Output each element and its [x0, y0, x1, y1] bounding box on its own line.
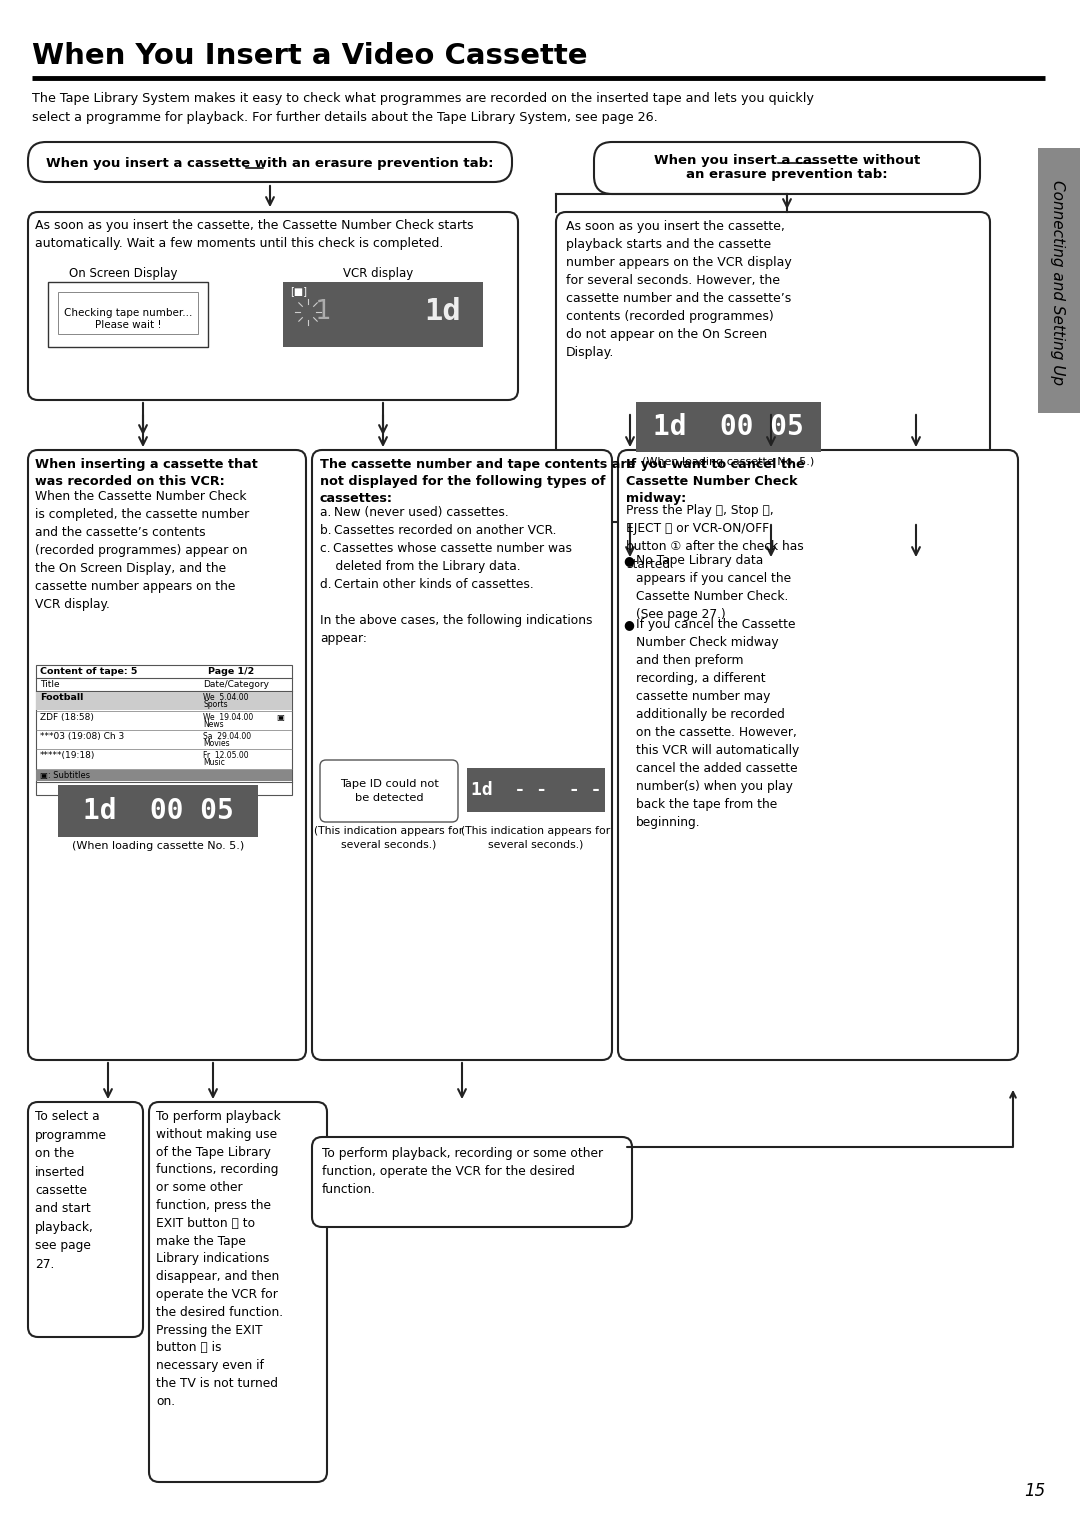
Bar	[48, 282, 208, 346]
Text: (This indication appears for
several seconds.): (This indication appears for several sec…	[461, 826, 610, 848]
FancyBboxPatch shape	[28, 212, 518, 400]
Text: 1d  - -  - -: 1d - - - -	[471, 781, 602, 800]
Text: 1: 1	[315, 299, 330, 325]
Text: When inserting a cassette that
was recorded on this VCR:: When inserting a cassette that was recor…	[35, 458, 258, 488]
Text: When the Cassette Number Check
is completed, the cassette number
and the cassett: When the Cassette Number Check is comple…	[35, 490, 249, 610]
Text: When you insert a cassette without: When you insert a cassette without	[653, 154, 920, 166]
Text: Date/Category: Date/Category	[203, 681, 269, 690]
Text: ●: ●	[623, 618, 634, 630]
Text: News: News	[203, 720, 224, 729]
FancyBboxPatch shape	[618, 450, 1018, 1061]
Text: If you cancel the Cassette
Number Check midway
and then preform
recording, a dif: If you cancel the Cassette Number Check …	[636, 618, 799, 829]
Text: ▣: Subtitles: ▣: Subtitles	[40, 771, 90, 780]
Text: Press the Play ⓸, Stop Ⓨ,
EJECT ⓳ or VCR-ON/OFF
button ① after the check has
sta: Press the Play ⓸, Stop Ⓨ, EJECT ⓳ or VCR…	[626, 504, 804, 571]
Text: On Screen Display: On Screen Display	[69, 267, 177, 279]
Bar	[36, 771, 292, 781]
Text: (When loading cassette No. 5.): (When loading cassette No. 5.)	[642, 456, 814, 467]
Bar	[48, 282, 208, 346]
Text: (When loading cassette No. 5.): (When loading cassette No. 5.)	[72, 841, 244, 852]
Text: Checking tape number...: Checking tape number...	[64, 308, 192, 317]
FancyBboxPatch shape	[28, 450, 306, 1061]
Text: When you insert a cassette with an erasure prevention tab:: When you insert a cassette with an erasu…	[46, 157, 494, 169]
Text: We  5.04.00: We 5.04.00	[203, 693, 248, 702]
FancyBboxPatch shape	[594, 142, 980, 194]
FancyBboxPatch shape	[149, 1102, 327, 1482]
Bar	[58, 784, 258, 836]
Bar	[36, 691, 292, 710]
Text: When You Insert a Video Cassette: When You Insert a Video Cassette	[32, 43, 588, 70]
Text: To perform playback, recording or some other
function, operate the VCR for the d: To perform playback, recording or some o…	[322, 1148, 603, 1196]
Text: Tape ID could not
be detected: Tape ID could not be detected	[339, 778, 438, 803]
Text: The cassette number and tape contents are
not displayed for the following types : The cassette number and tape contents ar…	[320, 458, 635, 505]
Bar	[283, 282, 483, 346]
Text: To select a
programme
on the
inserted
cassette
and start
playback,
see page
27.: To select a programme on the inserted ca…	[35, 1109, 107, 1271]
Text: Connecting and Setting Up: Connecting and Setting Up	[1051, 180, 1066, 385]
Text: We  19.04.00: We 19.04.00	[203, 713, 253, 722]
Text: Fr  12.05.00: Fr 12.05.00	[203, 751, 248, 760]
Text: Music: Music	[203, 758, 225, 768]
FancyBboxPatch shape	[312, 450, 612, 1061]
Text: 15: 15	[1024, 1482, 1045, 1500]
Text: 1d: 1d	[424, 298, 461, 327]
Text: (This indication appears for
several seconds.): (This indication appears for several sec…	[314, 826, 463, 848]
Text: a. New (never used) cassettes.
b. Cassettes recorded on another VCR.
c. Cassette: a. New (never used) cassettes. b. Casset…	[320, 507, 593, 645]
Text: ▣: ▣	[276, 713, 284, 722]
FancyBboxPatch shape	[556, 212, 990, 522]
Bar	[58, 291, 198, 334]
Text: ●: ●	[623, 554, 634, 568]
Text: As soon as you insert the cassette,
playback starts and the cassette
number appe: As soon as you insert the cassette, play…	[566, 220, 792, 359]
FancyBboxPatch shape	[28, 142, 512, 182]
FancyBboxPatch shape	[312, 1137, 632, 1227]
Text: ***03 (19:08) Ch 3: ***03 (19:08) Ch 3	[40, 732, 124, 742]
Text: Please wait !: Please wait !	[95, 320, 161, 330]
Text: ZDF (18:58): ZDF (18:58)	[40, 713, 94, 722]
Bar	[36, 665, 292, 795]
Bar	[1038, 148, 1080, 414]
Text: The Tape Library System makes it easy to check what programmes are recorded on t: The Tape Library System makes it easy to…	[32, 92, 814, 124]
Text: an erasure prevention tab:: an erasure prevention tab:	[686, 168, 888, 182]
Text: Sa  29.04.00: Sa 29.04.00	[203, 732, 252, 742]
Bar	[467, 768, 605, 812]
Text: VCR display: VCR display	[342, 267, 414, 279]
Text: Content of tape: 5: Content of tape: 5	[40, 667, 137, 676]
FancyBboxPatch shape	[28, 1102, 143, 1337]
Text: To perform playback
without making use
of the Tape Library
functions, recording
: To perform playback without making use o…	[156, 1109, 283, 1408]
Text: Football: Football	[40, 693, 83, 702]
Text: Page 1/2: Page 1/2	[208, 667, 254, 676]
Text: Title: Title	[40, 681, 59, 690]
Text: As soon as you insert the cassette, the Cassette Number Check starts
automatical: As soon as you insert the cassette, the …	[35, 220, 473, 250]
Text: 1d  00 05: 1d 00 05	[83, 797, 233, 826]
Bar	[36, 665, 292, 795]
Text: No Tape Library data
appears if you cancel the
Cassette Number Check.
(See page : No Tape Library data appears if you canc…	[636, 554, 792, 621]
Text: Movies: Movies	[203, 739, 230, 748]
Text: Sports: Sports	[203, 700, 228, 710]
FancyBboxPatch shape	[320, 760, 458, 823]
Text: If you want to cancel the
Cassette Number Check
midway:: If you want to cancel the Cassette Numbe…	[626, 458, 805, 505]
Text: *****(19:18): *****(19:18)	[40, 751, 95, 760]
Bar	[636, 401, 821, 452]
Text: 1d  00 05: 1d 00 05	[652, 414, 804, 441]
Text: [■]: [■]	[291, 285, 307, 296]
